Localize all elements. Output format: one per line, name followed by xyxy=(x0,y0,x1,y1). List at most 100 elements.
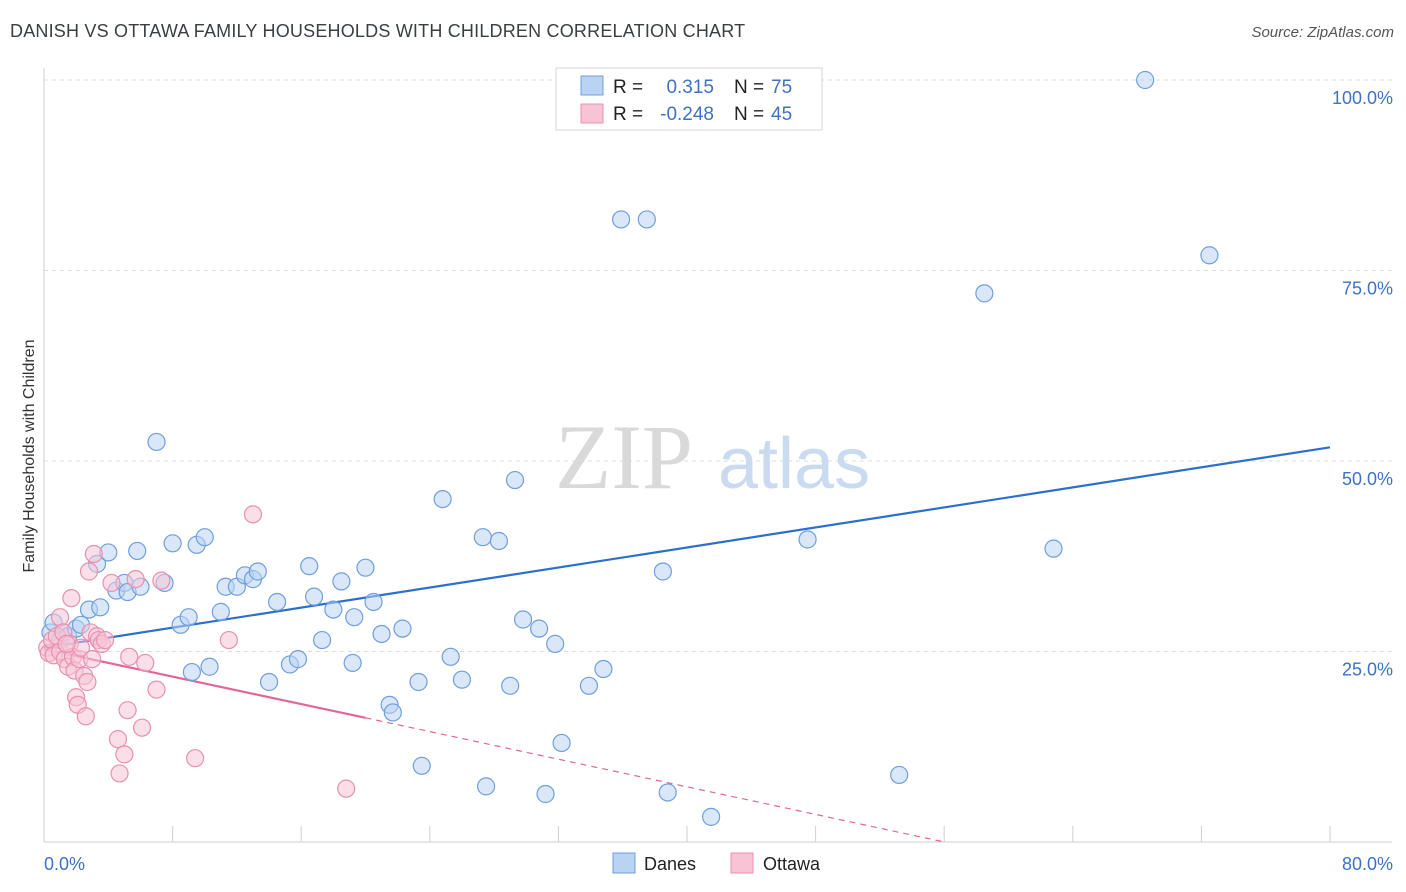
bottom-legend-ottawa: Ottawa xyxy=(763,854,821,874)
danes-point xyxy=(552,733,571,753)
danes-point xyxy=(658,783,677,802)
bottom-legend-danes: Danes xyxy=(644,854,696,874)
danes-point xyxy=(546,634,565,653)
ottawa-point xyxy=(126,570,145,589)
danes-point xyxy=(91,598,110,617)
danes-point xyxy=(594,659,613,679)
danes-point xyxy=(182,662,201,682)
danes-point xyxy=(452,670,472,689)
legend-r-value-danes: 0.315 xyxy=(666,77,714,98)
danes-point xyxy=(372,624,391,644)
danes-point xyxy=(653,562,672,581)
danes-point xyxy=(343,653,362,673)
danes-point xyxy=(267,592,287,612)
y-tick-label: 100.0% xyxy=(1332,88,1393,108)
ottawa-point xyxy=(118,701,137,720)
legend-swatch-ottawa xyxy=(580,103,604,124)
x-tick-label-min: 0.0% xyxy=(44,854,85,874)
bottom-legend-swatch-danes xyxy=(612,852,636,874)
danes-point xyxy=(364,592,383,612)
ottawa-point xyxy=(152,571,171,590)
danes-point xyxy=(513,610,533,629)
legend-n-label-ottawa: N = xyxy=(734,104,764,125)
source-credit: Source: ZipAtlas.com xyxy=(1251,24,1394,41)
legend-r-label-ottawa: R = xyxy=(613,104,643,125)
ottawa-point xyxy=(132,718,152,737)
grid-lines xyxy=(44,79,1392,652)
ottawa-point xyxy=(79,562,99,581)
watermark: ZIP atlas xyxy=(555,406,870,508)
ottawa-point xyxy=(186,749,205,768)
danes-point xyxy=(412,756,431,775)
danes-point xyxy=(393,619,412,638)
danes-point xyxy=(304,587,324,606)
danes-point xyxy=(356,558,375,577)
danes-point xyxy=(476,777,496,796)
ottawa-point xyxy=(219,630,238,650)
danes-point xyxy=(1200,246,1219,265)
ottawa-point xyxy=(102,573,121,593)
danes-point xyxy=(702,807,721,826)
danes-point xyxy=(195,528,214,547)
ottawa-point xyxy=(110,764,129,783)
danes-point xyxy=(975,284,994,303)
y-axis-title: Family Households with Children xyxy=(21,340,38,573)
legend-swatch-danes xyxy=(580,75,604,96)
ottawa-point xyxy=(120,647,139,666)
y-tick-label: 25.0% xyxy=(1342,660,1393,680)
danes-point xyxy=(200,657,219,676)
danes-point xyxy=(324,600,343,619)
danes-point xyxy=(345,608,364,627)
ottawa-point xyxy=(57,634,76,653)
danes-point xyxy=(163,534,182,553)
danes-point xyxy=(179,608,198,627)
axes xyxy=(43,68,1392,843)
ottawa-point xyxy=(78,672,97,692)
danes-point xyxy=(383,703,402,722)
danes-point xyxy=(611,210,631,229)
danes-point xyxy=(1044,539,1063,558)
danes-point xyxy=(530,619,549,638)
danes-point xyxy=(441,647,460,666)
danes-point xyxy=(637,210,656,229)
danes-point xyxy=(248,562,267,581)
legend-r-label-danes: R = xyxy=(613,77,643,98)
watermark-atlas: atlas xyxy=(718,424,870,504)
ottawa-point xyxy=(84,544,103,564)
x-tick-label-max: 80.0% xyxy=(1342,854,1393,874)
danes-point xyxy=(312,630,332,650)
danes-point xyxy=(890,765,909,785)
ottawa-point xyxy=(337,779,356,798)
danes-point xyxy=(501,676,520,695)
danes-point xyxy=(489,531,509,551)
ottawa-point xyxy=(83,650,102,669)
ottawa-point xyxy=(95,630,115,650)
ottawa-point xyxy=(115,745,134,764)
danes-point xyxy=(288,650,308,669)
danes-point xyxy=(1136,70,1155,90)
trend-line-danes xyxy=(43,446,1331,649)
series-legend: Danes Ottawa xyxy=(612,852,821,874)
ottawa-point xyxy=(147,680,166,699)
legend-n-value-danes: 75 xyxy=(771,77,792,98)
trend-line-extension-ottawa xyxy=(365,717,945,843)
danes-point xyxy=(579,676,599,695)
legend-n-label-danes: N = xyxy=(734,77,764,98)
legend-r-value-ottawa: -0.248 xyxy=(660,104,714,125)
watermark-zip: ZIP xyxy=(555,406,693,508)
ottawa-point xyxy=(62,589,81,608)
danes-point xyxy=(505,470,525,490)
danes-point xyxy=(409,672,428,692)
danes-point xyxy=(473,528,492,547)
danes-point xyxy=(433,490,452,509)
ottawa-point xyxy=(108,730,128,749)
danes-point xyxy=(798,530,817,549)
danes-point xyxy=(128,541,147,561)
ottawa-point xyxy=(136,653,155,673)
danes-point xyxy=(300,557,319,576)
danes-point xyxy=(536,784,555,804)
y-tick-label: 75.0% xyxy=(1342,279,1393,299)
legend-n-value-ottawa: 45 xyxy=(771,104,792,125)
ottawa-point xyxy=(76,707,95,726)
